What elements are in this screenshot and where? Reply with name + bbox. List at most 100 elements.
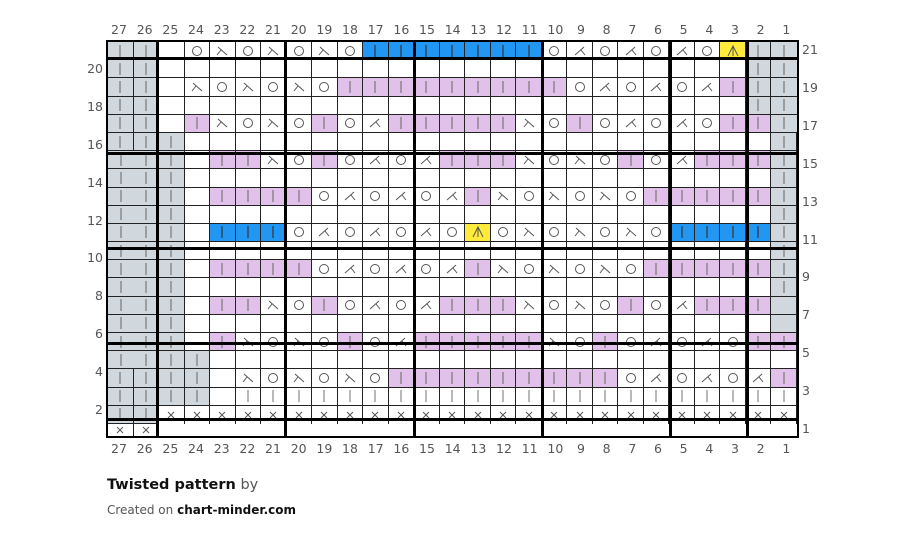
stitch-bar-icon	[368, 80, 382, 93]
circle-icon	[343, 154, 357, 166]
cross-icon	[113, 424, 127, 436]
cell-row-7-col-23	[235, 296, 262, 315]
cell-row-3-col-6	[694, 369, 721, 388]
stitch-bar-icon	[139, 244, 153, 257]
cell-row-8-col-12	[516, 278, 542, 297]
stitch-bar-icon	[114, 317, 128, 330]
stitch-bar-icon	[114, 299, 128, 312]
stitch-bar-icon	[726, 80, 740, 93]
cell-row-8-col-7	[643, 278, 670, 297]
cell-row-4-col-19	[363, 351, 389, 370]
stitch-bar-icon	[139, 117, 153, 130]
left-decrease-icon	[394, 263, 408, 275]
cell-row-19-col-24	[184, 78, 211, 97]
cell-row-9-col-16	[414, 260, 440, 279]
cell-row-20-col-5	[669, 60, 695, 79]
cell-row-10-col-4	[720, 242, 746, 261]
cell-row-6-col-7	[643, 314, 670, 334]
cell-row-11-col-19	[337, 223, 364, 243]
cell-row-4-col-10	[592, 351, 619, 370]
cross-icon	[777, 409, 791, 421]
row-number: 19	[802, 79, 818, 95]
stitch-bar-icon	[777, 335, 791, 348]
cell-row-13-col-22	[261, 187, 287, 206]
cell-row-9-col-10	[567, 260, 593, 279]
stitch-bar-icon	[445, 299, 459, 312]
cell-row-11-col-12	[516, 223, 542, 243]
cell-row-2-col-11	[567, 387, 593, 406]
cell-row-6-col-17	[388, 314, 415, 334]
cell-row-15-col-8	[618, 151, 644, 170]
stitch-bar-icon	[164, 372, 178, 385]
column-number: 25	[162, 22, 179, 37]
cell-row-19-col-9	[567, 78, 593, 97]
cell-row-7-col-10	[567, 296, 593, 315]
column-number: 14	[444, 22, 461, 37]
stitch-bar-icon	[522, 372, 536, 385]
cell-row-11-col-20	[312, 223, 338, 243]
stitch-bar-icon	[241, 390, 255, 403]
cell-row-16-col-3	[745, 132, 772, 152]
circle-icon	[522, 190, 536, 202]
stitch-bar-icon	[139, 335, 153, 348]
cell-row-11-col-15	[439, 223, 466, 243]
cell-row-4-col-24	[235, 351, 262, 370]
left-decrease-icon	[368, 299, 382, 311]
stitch-bar-icon	[496, 153, 510, 166]
left-decrease-icon	[649, 81, 663, 93]
cell-row-1-col-2	[108, 423, 134, 436]
stitch-bar-icon	[751, 262, 765, 275]
stitch-bar-icon	[445, 117, 459, 130]
cell-row-20-col-3	[720, 60, 746, 79]
stitch-bar-icon	[164, 190, 178, 203]
cell-row-7-col-2	[771, 296, 797, 315]
right-decrease-icon	[496, 263, 510, 275]
cell-row-6-col-18	[363, 314, 389, 334]
circle-icon	[522, 263, 536, 275]
cell-row-10-col-9	[592, 242, 619, 261]
cell-row-18-col-2	[745, 96, 772, 115]
cell-row-13-col-5	[694, 187, 721, 206]
stitch-bar-icon	[777, 262, 791, 275]
cell-row-20-col-16	[388, 60, 415, 79]
cell-row-18-col-18	[337, 96, 364, 115]
cell-row-19-col-15	[414, 78, 440, 97]
cell-row-13-col-1	[108, 205, 134, 224]
cell-row-19-col-16	[388, 78, 415, 97]
cell-row-18-col-9	[567, 96, 593, 115]
cell-row-12-col-11	[541, 205, 568, 224]
cell-row-4-col-8	[643, 351, 670, 370]
cell-row-7-col-24	[210, 296, 236, 315]
column-number: 8	[602, 441, 611, 456]
cell-row-3-col-8	[643, 369, 670, 388]
right-decrease-icon	[215, 45, 229, 57]
cell-row-7-col-26	[159, 296, 185, 315]
stitch-bar-icon	[164, 171, 178, 184]
stitch-bar-icon	[394, 372, 408, 385]
double-decrease-icon	[726, 44, 740, 57]
column-number: 18	[342, 22, 358, 37]
circle-icon	[241, 45, 255, 57]
cell-row-10-col-18	[363, 242, 389, 261]
row-number: 7	[802, 307, 810, 323]
stitch-bar-icon	[751, 226, 765, 239]
cell-row-12-col-16	[414, 205, 440, 224]
cell-row-13-col-3	[745, 187, 772, 206]
cell-row-6-col-20	[312, 314, 338, 334]
cell-row-11-col-9	[592, 223, 619, 243]
stitch-bar-icon	[777, 135, 791, 148]
cell-row-15-col-20	[312, 151, 338, 170]
cell-row-3-col-18	[388, 369, 415, 388]
column-number: 3	[731, 441, 739, 456]
left-decrease-icon	[624, 117, 638, 129]
cell-row-18-col-12	[490, 96, 517, 115]
cell-row-16-col-25	[184, 132, 211, 152]
cell-row-18-col-20	[286, 96, 313, 115]
cell-row-12-col-14	[465, 205, 491, 224]
site-link[interactable]: chart-minder.com	[177, 503, 296, 517]
cell-row-17-col-21	[261, 114, 287, 133]
cell-row-10-col-14	[465, 242, 491, 261]
cell-row-18-col-11	[516, 96, 542, 115]
circle-icon	[573, 336, 587, 348]
cross-icon	[573, 409, 587, 421]
